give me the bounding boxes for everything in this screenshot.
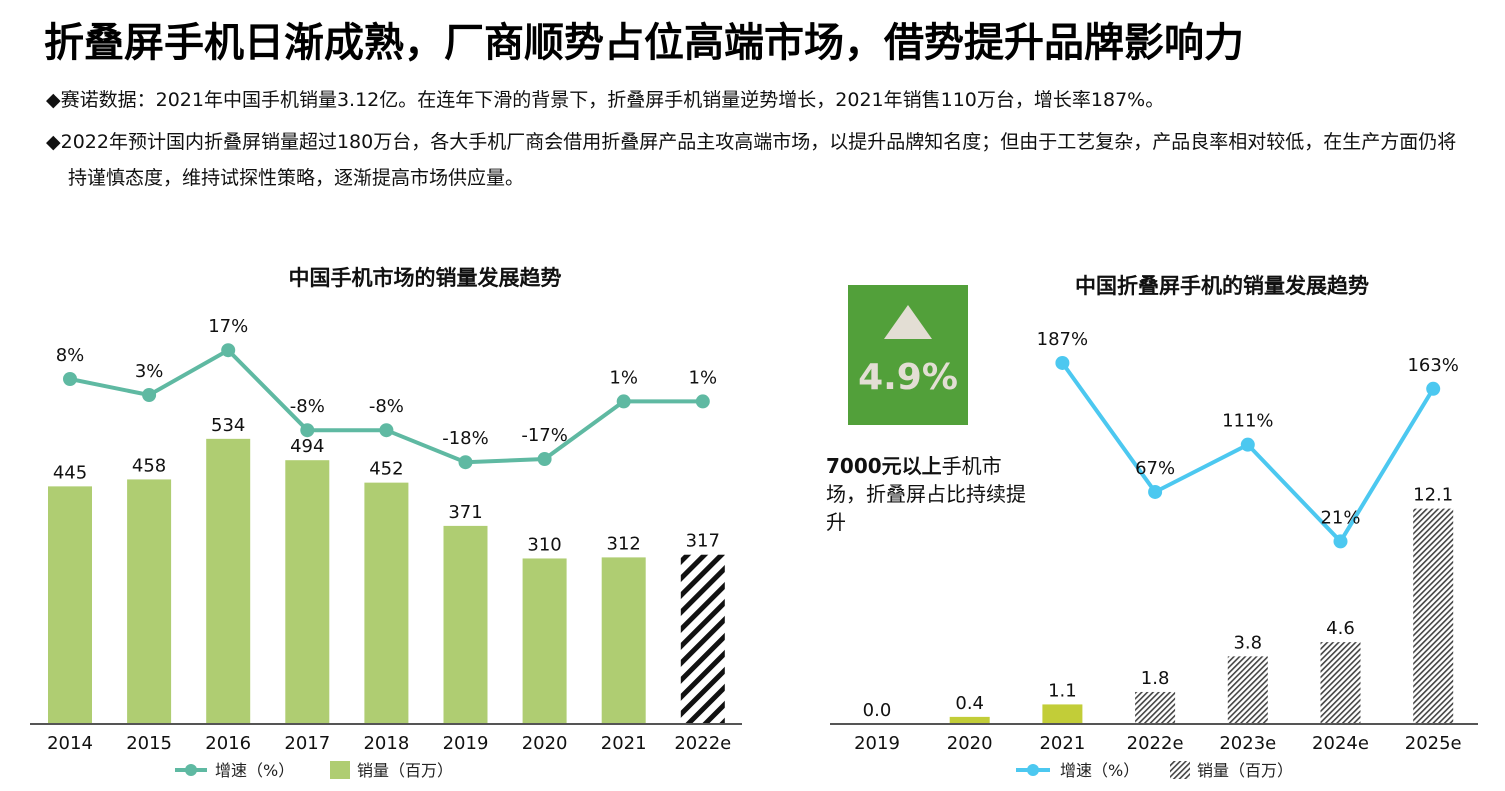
- x-tick-label: 2025e: [1405, 733, 1462, 754]
- growth-point: [142, 388, 157, 402]
- growth-label: 1%: [689, 367, 718, 388]
- bar-label: 1.1: [1048, 680, 1077, 701]
- x-tick-label: 2023e: [1219, 733, 1276, 754]
- legend-label: 销量（百万）: [1197, 761, 1293, 780]
- bullet-point: ◆2022年预计国内折叠屏销量超过180万台，各大手机厂商会借用折叠屏产品主攻高…: [46, 131, 1457, 189]
- x-tick-label: 2020: [947, 733, 993, 754]
- x-tick-label: 2022e: [674, 733, 731, 754]
- bar: [1227, 656, 1268, 724]
- chart-title: 中国手机市场的销量发展趋势: [289, 266, 562, 290]
- page-title: 折叠屏手机日渐成熟，厂商顺势占位高端市场，借势提升品牌影响力: [44, 20, 1244, 66]
- growth-label: 187%: [1037, 329, 1088, 350]
- chart-title: 中国折叠屏手机的销量发展趋势: [1075, 274, 1369, 298]
- growth-point: [616, 394, 631, 409]
- growth-point: [695, 394, 710, 409]
- x-tick-label: 2019: [854, 733, 900, 754]
- triangle-up-icon: [884, 305, 932, 339]
- growth-point: [379, 423, 394, 438]
- growth-point: [1333, 534, 1348, 549]
- bar: [364, 482, 409, 724]
- x-tick-label: 2014: [47, 733, 93, 754]
- bar: [1413, 508, 1454, 724]
- x-tick-label: 2017: [284, 733, 330, 754]
- growth-label: -18%: [442, 428, 489, 449]
- growth-label: 21%: [1320, 507, 1360, 528]
- growth-label: -8%: [369, 396, 404, 417]
- growth-label: 8%: [56, 345, 85, 366]
- bar-label: 310: [527, 534, 561, 555]
- legend-label: 增速（%）: [1060, 761, 1139, 780]
- x-tick-label: 2018: [363, 733, 409, 754]
- growth-label: 163%: [1407, 355, 1458, 376]
- bar: [48, 486, 92, 724]
- bar-label: 12.1: [1413, 485, 1453, 506]
- phone-market-chart: 中国手机市场的销量发展趋势 445 2014 458 2015 534 2016 494 201…: [30, 266, 742, 780]
- bar-label: 458: [132, 455, 166, 476]
- growth-label: 17%: [208, 316, 248, 337]
- x-tick-label: 2020: [522, 733, 568, 754]
- bar: [443, 525, 488, 724]
- bar: [680, 554, 725, 724]
- foldable-chart: 中国折叠屏手机的销量发展趋势 0.0 2019 0.4 2020 1.1 2021 1.8 20…: [830, 274, 1478, 780]
- x-tick-label: 2024e: [1312, 733, 1369, 754]
- bar-label: 0.4: [955, 693, 984, 714]
- bar-label: 4.6: [1326, 618, 1355, 639]
- growth-point: [63, 372, 77, 386]
- kpi-value: 4.9%: [858, 357, 958, 398]
- bar-label: 0.0: [863, 700, 892, 721]
- kpi-box: 4.9%: [848, 285, 968, 425]
- growth-point: [300, 423, 315, 438]
- bar: [601, 557, 646, 724]
- bullet-point: ◆赛诺数据：2021年中国手机销量3.12亿。在连年下滑的背景下，折叠屏手机销量…: [46, 89, 1165, 111]
- bar: [1320, 642, 1361, 724]
- bar: [285, 460, 330, 724]
- growth-point: [1240, 437, 1255, 452]
- legend-line-marker: [1027, 764, 1039, 776]
- growth-label: -17%: [521, 425, 568, 446]
- bar-label: 534: [211, 415, 245, 436]
- bar: [1042, 704, 1083, 724]
- growth-label: 3%: [135, 361, 164, 382]
- legend-label: 增速（%）: [215, 761, 294, 780]
- bar-label: 312: [607, 533, 641, 554]
- bar: [127, 479, 172, 724]
- bar: [522, 558, 567, 724]
- x-tick-label: 2015: [126, 733, 172, 754]
- legend-bar-icon: [330, 761, 350, 779]
- growth-point: [458, 455, 473, 470]
- x-tick-label: 2021: [1039, 733, 1085, 754]
- bar: [206, 438, 251, 724]
- bar: [1135, 691, 1176, 724]
- legend-line-marker: [185, 764, 197, 776]
- growth-point: [1426, 381, 1441, 396]
- x-tick-label: 2021: [601, 733, 647, 754]
- bar-label: 317: [686, 531, 720, 552]
- legend-label: 销量（百万）: [357, 761, 453, 780]
- bar-label: 445: [53, 462, 87, 483]
- bar-label: 371: [448, 502, 482, 523]
- bar-label: 3.8: [1233, 632, 1262, 653]
- growth-label: 111%: [1222, 411, 1273, 432]
- x-tick-label: 2022e: [1127, 733, 1184, 754]
- growth-point: [221, 343, 236, 358]
- legend-bar-icon: [1170, 761, 1190, 779]
- growth-point: [1148, 484, 1163, 499]
- bar-label: 494: [290, 436, 324, 457]
- note-text: 7000元以上手机市场，折叠屏占比持续提升: [826, 452, 1026, 536]
- note-bold: 7000元以上: [826, 454, 942, 478]
- growth-label: -8%: [290, 396, 325, 417]
- x-tick-label: 2016: [205, 733, 251, 754]
- note-rest: 手机市场，折叠屏占比持续提升: [826, 454, 1026, 534]
- bar: [949, 716, 990, 724]
- growth-label: 67%: [1135, 458, 1175, 479]
- growth-line: [1060, 361, 1435, 545]
- bar-label: 1.8: [1141, 668, 1170, 689]
- growth-point: [1055, 355, 1070, 370]
- growth-label: 1%: [609, 367, 638, 388]
- growth-point: [537, 452, 552, 466]
- x-tick-label: 2019: [443, 733, 489, 754]
- bar-label: 452: [369, 459, 403, 480]
